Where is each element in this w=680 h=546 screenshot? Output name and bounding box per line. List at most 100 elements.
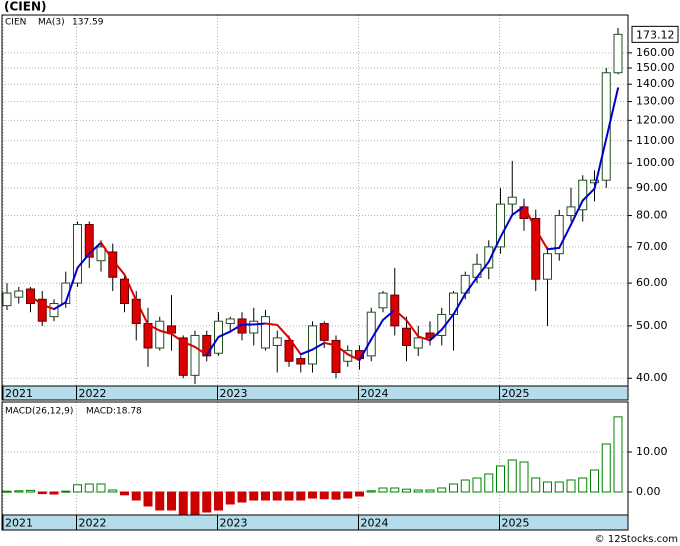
macd-bar	[613, 416, 623, 493]
y-tick-label: 130.00	[636, 95, 675, 108]
ma-line	[111, 258, 126, 276]
macd-bar	[507, 459, 517, 493]
ma-line	[76, 252, 91, 269]
macd-bar	[14, 490, 24, 493]
ma-line	[182, 340, 196, 348]
macd-bar	[108, 489, 118, 493]
candle-body	[319, 323, 329, 341]
macd-bar	[155, 491, 165, 511]
candle-body	[178, 337, 188, 376]
macd-bar	[167, 491, 176, 511]
macd-bar	[84, 483, 94, 493]
ma-line	[499, 213, 514, 239]
ma-line	[147, 323, 161, 332]
ma-line	[170, 332, 185, 343]
ma-line	[429, 328, 443, 342]
x-tick-label: 2023	[220, 387, 248, 400]
ma-line	[123, 273, 138, 302]
macd-bar	[601, 443, 611, 493]
ma-line	[217, 330, 232, 338]
ma-line	[417, 335, 431, 342]
ma-line	[382, 308, 396, 321]
last-price-box	[631, 25, 679, 43]
candle-body	[296, 358, 306, 365]
candle-body	[543, 253, 552, 280]
ma-line	[593, 137, 608, 190]
ma-line	[605, 87, 619, 140]
macd-bar	[26, 489, 35, 493]
candle-body	[601, 72, 611, 181]
x-tick-label: 2024	[361, 387, 389, 400]
ma-line	[346, 353, 361, 362]
macd-bar	[73, 484, 82, 493]
macd-bar	[390, 487, 400, 493]
macd-bar	[120, 491, 129, 496]
plot-frame	[1, 14, 629, 401]
ma-line	[370, 318, 384, 341]
macd-bar	[484, 473, 494, 493]
macd-bar	[261, 491, 270, 501]
macd-bar	[2, 490, 12, 493]
legend-macd-name: MACD(26,12,9)	[5, 407, 73, 417]
candle-body	[167, 325, 176, 334]
ma-line	[393, 308, 408, 322]
candle-body	[284, 339, 294, 362]
ma-line	[405, 319, 420, 338]
candle-body	[202, 334, 212, 357]
macd-bar	[402, 488, 411, 493]
y-tick-label: 90.00	[636, 181, 668, 194]
candle-body	[590, 179, 599, 184]
candle-body	[402, 327, 411, 346]
candle-body	[261, 316, 270, 349]
macd-bar	[49, 491, 59, 495]
plot-frame	[1, 401, 629, 531]
ma-line	[29, 294, 44, 306]
x-tick-label: 2021	[5, 387, 33, 400]
candle-body	[14, 290, 24, 298]
macd-bar	[355, 491, 364, 497]
macd-bar	[284, 491, 294, 501]
ma-line	[464, 276, 478, 295]
candle-body	[143, 323, 153, 349]
macd-bar	[366, 490, 376, 493]
candle-body	[507, 196, 517, 205]
macd-bar	[566, 479, 576, 493]
macd-bar	[425, 489, 435, 493]
ma-line	[135, 299, 149, 326]
x-tick-label: 2025	[502, 387, 530, 400]
macd-bar	[202, 491, 212, 513]
footer: © 12Stocks.com	[595, 534, 678, 545]
y-tick-label: 0.00	[636, 485, 661, 498]
y-tick-label: 140.00	[636, 77, 675, 90]
macd-bar	[378, 487, 388, 493]
ma-line	[358, 338, 373, 362]
macd-bar	[308, 491, 317, 499]
macd-bar	[472, 477, 482, 493]
ma-line	[288, 336, 302, 356]
candle-body	[190, 334, 200, 376]
macd-bar	[272, 491, 282, 501]
candle-body	[378, 292, 388, 309]
ma-line	[88, 241, 102, 255]
ma-line	[558, 223, 572, 249]
macd-bar	[543, 481, 552, 493]
macd-bar	[578, 477, 588, 493]
macd-bar	[531, 477, 541, 493]
ma-line	[323, 341, 337, 347]
legend-ma-value: 137.59	[72, 18, 104, 28]
candle-body	[331, 339, 341, 373]
macd-bar	[319, 491, 329, 500]
candle-body	[225, 318, 235, 325]
y-tick-label: 160.00	[636, 46, 675, 59]
candle-body	[554, 215, 564, 255]
candle-body	[73, 224, 82, 284]
candle-body	[120, 278, 129, 304]
legend-ma-name: MA(3)	[38, 18, 65, 28]
macd-bar	[225, 491, 235, 505]
ma-line	[299, 348, 314, 356]
ma-line	[41, 303, 55, 311]
candle-body	[613, 33, 623, 74]
candle-body	[413, 337, 423, 349]
ma-line	[100, 241, 114, 261]
macd-bar	[178, 491, 188, 515]
